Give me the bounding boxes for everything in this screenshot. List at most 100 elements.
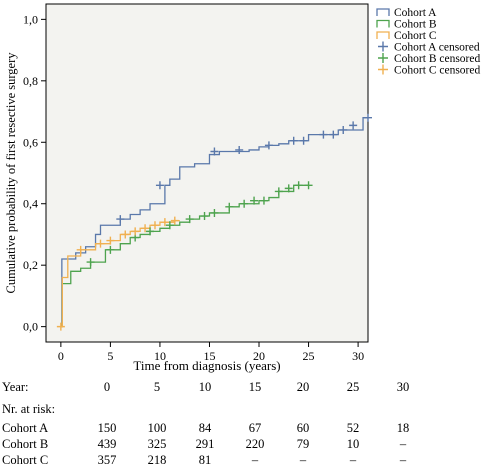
- year-15: 15: [248, 380, 262, 394]
- risk-row-cohort-b: Cohort B 439 325 291 220 79 10 –: [0, 437, 490, 453]
- risk-cell: 60: [296, 421, 310, 435]
- risk-cell: –: [399, 437, 407, 451]
- censor-mark-cohort-b-censored: [146, 227, 155, 236]
- risk-cell: 220: [245, 437, 265, 451]
- risk-cell: –: [349, 453, 357, 467]
- year-30: 30: [396, 380, 410, 394]
- year-25: 25: [346, 380, 360, 394]
- risk-row-cohort-c: Cohort C 357 218 81 – – – –: [0, 453, 490, 469]
- y-axis-title: Cumulative probability of first resectiv…: [4, 52, 18, 294]
- censor-mark-cohort-a-censored: [349, 121, 358, 130]
- legend-swatch-cohort-b-censored: [378, 53, 388, 63]
- risk-heading: Nr. at risk:: [2, 402, 56, 416]
- risk-heading-row: Nr. at risk:: [0, 402, 490, 418]
- censor-mark-cohort-c-censored: [121, 230, 130, 239]
- censor-mark-cohort-a-censored: [155, 181, 164, 190]
- y-tick-label: 0,8: [23, 74, 38, 88]
- plot-area: [45, 3, 369, 343]
- censor-mark-cohort-a-censored: [210, 147, 219, 156]
- legend-label-cohort-c-censored: Cohort C censored: [394, 65, 480, 77]
- legend-label-cohort-b-censored: Cohort B censored: [394, 53, 480, 65]
- risk-row-label: Cohort A: [2, 421, 49, 435]
- risk-cell: 79: [296, 437, 310, 451]
- legend-swatch-cohort-c-censored: [378, 64, 388, 75]
- censor-mark-cohort-c-censored: [96, 239, 105, 248]
- censor-mark-cohort-a-censored: [289, 136, 298, 145]
- censor-mark-cohort-a-censored: [299, 136, 308, 145]
- censor-mark-cohort-b-censored: [274, 187, 283, 196]
- legend-label-cohort-b: Cohort B: [394, 19, 437, 31]
- censor-mark-cohort-b-censored: [304, 181, 313, 190]
- censor-mark-cohort-a-censored: [264, 141, 273, 150]
- censor-mark-cohort-c-censored: [150, 221, 159, 230]
- censor-mark-cohort-a-censored: [116, 215, 125, 224]
- censor-mark-cohort-b-censored: [210, 208, 219, 217]
- censor-mark-cohort-a-censored: [364, 113, 372, 122]
- censor-mark-cohort-c-censored: [131, 227, 140, 236]
- censor-mark-cohort-c-censored: [170, 216, 179, 225]
- risk-cell: –: [251, 453, 259, 467]
- risk-cell: 218: [147, 453, 167, 467]
- x-tick-label: 25: [303, 349, 315, 363]
- x-tick-label: 10: [154, 349, 166, 363]
- censor-mark-cohort-b-censored: [250, 196, 259, 205]
- censor-mark-cohort-b-censored: [200, 212, 209, 221]
- y-tick-label: 0,6: [23, 135, 38, 149]
- x-tick-label: 15: [203, 349, 215, 363]
- risk-cell: 357: [97, 453, 117, 467]
- risk-cell: 291: [195, 437, 215, 451]
- censor-mark-cohort-c-censored: [141, 224, 150, 233]
- legend-label-cohort-a: Cohort A: [394, 7, 437, 19]
- x-tick-label: 5: [107, 349, 113, 363]
- censor-mark-cohort-b-censored: [240, 199, 249, 208]
- year-5: 5: [153, 380, 161, 394]
- legend-label-cohort-c: Cohort C: [394, 30, 437, 42]
- x-axis-title: Time from diagnosis (years): [133, 358, 280, 373]
- legend-swatch-cohort-a: [376, 8, 390, 16]
- censor-mark-cohort-b-censored: [185, 215, 194, 224]
- censor-mark-cohort-a-censored: [339, 125, 348, 134]
- censor-mark-cohort-b-censored: [106, 245, 115, 254]
- risk-cell: 10: [346, 437, 360, 451]
- risk-row-label: Cohort C: [2, 453, 49, 467]
- year-row: Year: 0 5 10 15 20 25 30: [0, 380, 490, 396]
- legend-label-cohort-a-censored: Cohort A censored: [394, 42, 480, 54]
- censor-mark-cohort-a-censored: [319, 130, 328, 139]
- km-chart: 0,0 0,2 0,4 0,6 0,8 1,0 0 5 10 15 20 25 30 Time from …: [4, 3, 480, 373]
- y-tick-label: 0,2: [23, 258, 38, 272]
- year-20: 20: [296, 380, 310, 394]
- y-tick-label: 1,0: [23, 12, 38, 26]
- risk-cell: 325: [147, 437, 167, 451]
- risk-cell: 18: [396, 421, 410, 435]
- censor-mark-cohort-a-censored: [329, 130, 338, 139]
- year-label: Year:: [2, 380, 29, 394]
- censor-mark-cohort-b-censored: [86, 258, 95, 267]
- risk-row-cohort-a: Cohort A 150 100 84 67 60 52 18: [0, 421, 490, 437]
- censor-mark-cohort-c-censored: [56, 322, 65, 331]
- risk-cell: –: [399, 453, 407, 467]
- legend-swatch-cohort-c: [376, 31, 390, 39]
- series-line-cohort-c: [60, 219, 180, 328]
- censor-mark-cohort-b-censored: [225, 202, 234, 211]
- censor-mark-cohort-b-censored: [284, 184, 293, 193]
- y-tick-label: 0,0: [23, 320, 38, 334]
- risk-cell: 81: [198, 453, 212, 467]
- year-10: 10: [198, 380, 212, 394]
- y-tick-label: 0,4: [23, 197, 38, 211]
- risk-cell: 84: [198, 421, 212, 435]
- risk-cell: 52: [346, 421, 360, 435]
- x-tick-label: 30: [352, 349, 364, 363]
- series-line-cohort-a: [60, 117, 368, 328]
- x-tick-label: 20: [253, 349, 265, 363]
- x-tick-label: 0: [58, 349, 64, 363]
- risk-row-label: Cohort B: [2, 437, 49, 451]
- risk-cell: 67: [248, 421, 262, 435]
- censor-mark-cohort-b-censored: [294, 181, 303, 190]
- risk-cell: 439: [97, 437, 117, 451]
- year-0: 0: [103, 380, 111, 394]
- censor-mark-cohort-c-censored: [160, 218, 169, 227]
- censor-mark-cohort-b-censored: [165, 221, 174, 230]
- risk-cell: 100: [147, 421, 167, 435]
- legend-swatch-cohort-a-censored: [378, 41, 388, 52]
- censor-mark-cohort-c-censored: [106, 236, 115, 245]
